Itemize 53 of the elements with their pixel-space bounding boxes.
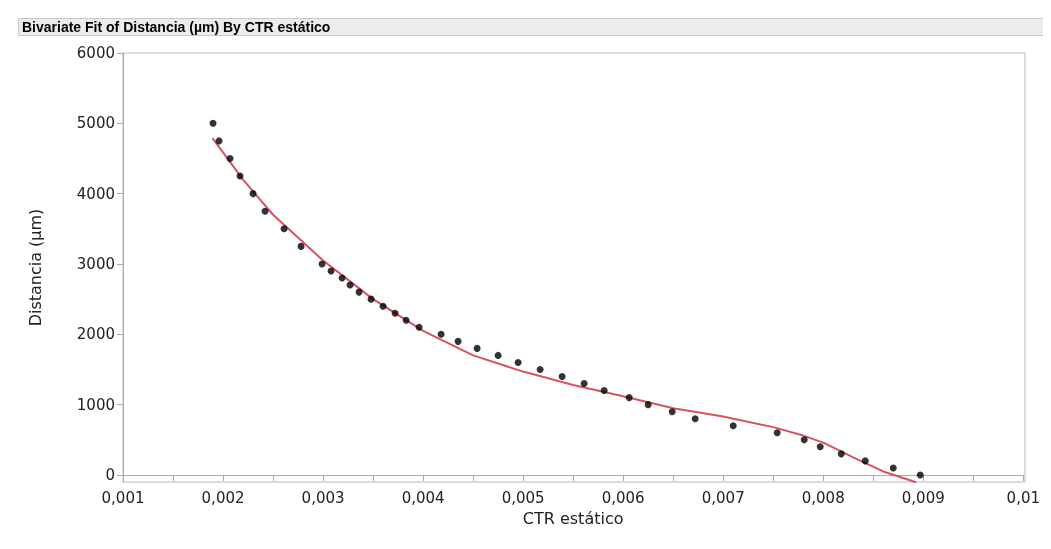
point	[916, 471, 924, 479]
y-tick-label: 6000	[76, 44, 115, 62]
point	[861, 457, 869, 465]
point	[437, 330, 445, 338]
x-tick-label: 0,006	[601, 488, 645, 507]
point	[415, 323, 423, 331]
y-tick-label: 3000	[76, 254, 115, 273]
point	[514, 358, 522, 366]
point	[226, 154, 234, 162]
point	[280, 225, 288, 233]
point	[837, 450, 845, 458]
x-tick-label: 0,002	[201, 488, 245, 507]
x-tick-label: 0,01	[1006, 488, 1040, 507]
point	[494, 351, 502, 359]
y-axis-title: Distancia (µm)	[25, 208, 45, 327]
point	[473, 344, 481, 352]
chart-title: Bivariate Fit of Distancia (µm) By CTR estático	[22, 19, 331, 35]
point	[729, 422, 737, 430]
point	[580, 380, 588, 388]
point	[249, 190, 257, 198]
point	[668, 408, 676, 416]
y-tick-label: 0	[105, 465, 115, 484]
y-tick-label: 2000	[76, 325, 115, 344]
point	[800, 436, 808, 444]
point	[536, 365, 544, 373]
y-tick-label: 4000	[76, 184, 115, 203]
y-tick-label: 5000	[76, 114, 115, 133]
x-axis-title: CTR estático	[522, 508, 624, 528]
point	[644, 401, 652, 409]
x-tick-label: 0,005	[501, 488, 545, 507]
line-series	[212, 137, 917, 483]
point	[367, 295, 375, 303]
point	[625, 394, 633, 402]
x-tick-label: 0,004	[401, 488, 445, 507]
x-tick-label: 0,007	[701, 488, 745, 507]
point	[889, 464, 897, 472]
point	[297, 242, 305, 250]
point	[209, 119, 217, 127]
point	[402, 316, 410, 324]
point	[379, 302, 387, 310]
point	[558, 373, 566, 381]
point	[691, 415, 699, 423]
x-tick-label: 0,003	[301, 488, 345, 507]
point	[454, 337, 462, 345]
x-tick-label: 0,008	[801, 488, 845, 507]
x-tick-label: 0,009	[901, 488, 945, 507]
point	[261, 207, 269, 215]
point	[816, 443, 824, 451]
point	[773, 429, 781, 437]
point	[600, 387, 608, 395]
point	[391, 309, 399, 317]
x-tick-label: 0,001	[101, 488, 145, 507]
y-tick-label: 1000	[76, 395, 115, 414]
